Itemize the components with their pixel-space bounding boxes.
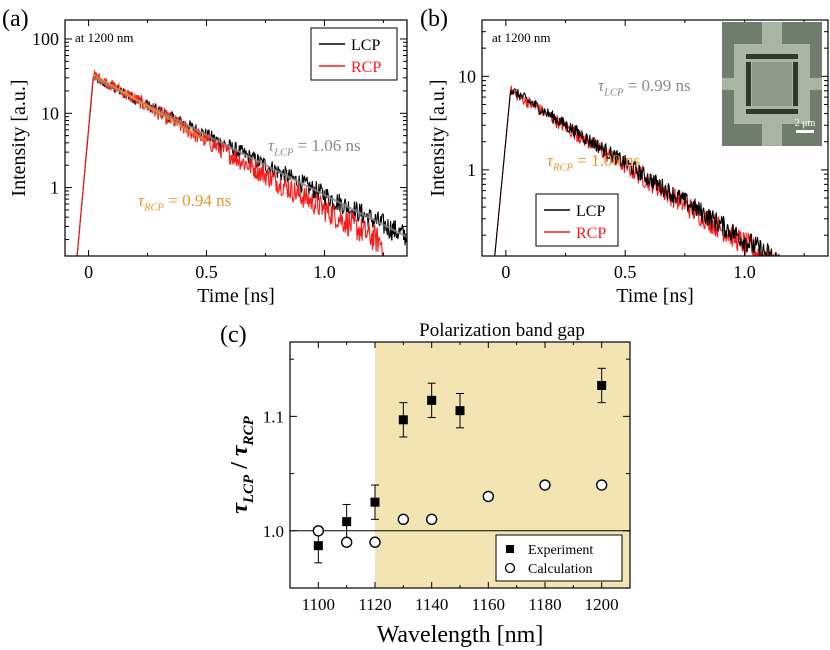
x-tick-label: 1200 xyxy=(585,595,619,614)
experiment-point xyxy=(370,497,380,507)
legend-label-experiment: Experiment xyxy=(528,543,593,558)
legend-box xyxy=(495,534,623,582)
y-tick-label: 100 xyxy=(32,29,59,49)
inset-tether-top xyxy=(762,22,782,44)
inset-tether-right xyxy=(810,78,822,90)
calculation-point xyxy=(482,490,495,503)
calculation-point xyxy=(595,479,608,491)
x-tick-label: 1180 xyxy=(528,595,561,614)
decay-trace-rcp xyxy=(76,70,384,256)
inset-bar-bottom xyxy=(746,109,798,114)
panel-c: 1100 1120 1140 1160 1180 1200 1.0 1.1 Experiment… xyxy=(220,320,631,648)
panel-label: (a) xyxy=(2,6,29,32)
legend-box xyxy=(535,193,619,247)
legend-label-lcp: LCP xyxy=(576,203,605,220)
y-tick-label: 10 xyxy=(458,66,476,86)
band-gap-title: Polarization band gap xyxy=(419,320,585,341)
experiment-point xyxy=(455,406,465,416)
plot-area xyxy=(76,70,407,256)
inset-scale-label: 2 μm xyxy=(795,118,816,129)
inset-tether-bottom xyxy=(762,124,782,146)
y-axis-label: Intensity [a.u.] xyxy=(8,79,30,196)
decay-trace-lcp xyxy=(76,74,407,256)
legend: Experiment Calculation xyxy=(495,534,623,582)
decay-trace-lcp xyxy=(494,88,780,256)
calculation-point xyxy=(425,513,438,526)
fit-line xyxy=(92,73,208,142)
inset-bar-right xyxy=(793,62,798,106)
x-tick-label: 1.0 xyxy=(733,262,756,282)
experiment-point xyxy=(597,380,607,390)
panel-label: (b) xyxy=(420,6,448,32)
tau-label-lcp: τLCP = 0.99 ns xyxy=(598,76,691,98)
x-tick-label: 1140 xyxy=(415,595,448,614)
sem-inset-image: 2 μm xyxy=(722,22,822,146)
calculation-point xyxy=(539,479,551,491)
x-tick-label: 0 xyxy=(501,262,510,282)
y-tick-label: 1.0 xyxy=(263,522,284,541)
y-tick-label: 1 xyxy=(467,160,476,180)
experiment-point xyxy=(398,415,408,425)
tau-label-rcp: τRCP = 1.00 ns xyxy=(547,151,640,173)
y-axis-label: Intensity [a.u.] xyxy=(427,79,449,196)
panel-b: 0 0.5 1.0 1 10 Time [ns] Intensity [a.u.] (b) at… xyxy=(420,6,829,307)
x-axis-label: Wavelength [nm] xyxy=(377,622,544,648)
x-tick-label: 1160 xyxy=(472,595,505,614)
x-axis-label: Time [ns] xyxy=(197,285,275,307)
inset-tether-left xyxy=(722,78,734,90)
calculation-point xyxy=(340,536,353,548)
x-tick-label: 1100 xyxy=(302,595,335,614)
inset-bar-left xyxy=(746,62,751,106)
legend-box xyxy=(310,27,398,81)
legend-marker-calculation xyxy=(504,562,516,574)
calculation-point xyxy=(369,536,381,548)
plot-frame xyxy=(64,19,408,257)
legend: LCP RCP xyxy=(535,193,619,247)
x-axis-label: Time [ns] xyxy=(616,285,694,307)
legend-label-calculation: Calculation xyxy=(528,562,593,577)
wavelength-annotation: at 1200 nm xyxy=(75,30,134,45)
tau-label-rcp: τRCP = 0.94 ns xyxy=(138,191,231,213)
legend-label-lcp: LCP xyxy=(351,37,380,54)
inset-scale-bar xyxy=(796,130,814,133)
x-tick-label: 0 xyxy=(84,262,93,282)
experiment-point xyxy=(427,395,437,405)
wavelength-annotation: at 1200 nm xyxy=(492,30,551,45)
calculation-point xyxy=(312,525,325,537)
x-tick-label: 0.5 xyxy=(614,262,637,282)
legend-label-rcp: RCP xyxy=(351,59,381,76)
plot-area xyxy=(494,85,780,256)
y-axis-label: τLCP / τRCP xyxy=(227,415,257,513)
experiment-point xyxy=(342,517,352,527)
experiment-point xyxy=(313,541,323,551)
panel-label: (c) xyxy=(220,322,247,348)
tau-label-lcp: τLCP = 1.06 ns xyxy=(268,136,361,158)
inset-bar-top xyxy=(746,54,798,59)
legend-marker-experiment xyxy=(506,545,514,553)
legend-label-rcp: RCP xyxy=(576,225,606,242)
inset-cavity xyxy=(752,62,792,106)
calculation-point xyxy=(397,513,410,526)
y-tick-label: 1.1 xyxy=(263,407,284,426)
y-tick-label: 1 xyxy=(50,178,59,198)
x-tick-label: 1.0 xyxy=(313,262,336,282)
legend: LCP RCP xyxy=(310,27,398,81)
y-tick-label: 10 xyxy=(41,103,59,123)
x-tick-label: 1120 xyxy=(358,595,391,614)
x-tick-label: 0.5 xyxy=(195,262,218,282)
plot-frame xyxy=(481,19,829,257)
panel-a: 0 0.5 1.0 1 10 100 Time [ns] Intensity [a.u.] (a… xyxy=(2,6,408,307)
